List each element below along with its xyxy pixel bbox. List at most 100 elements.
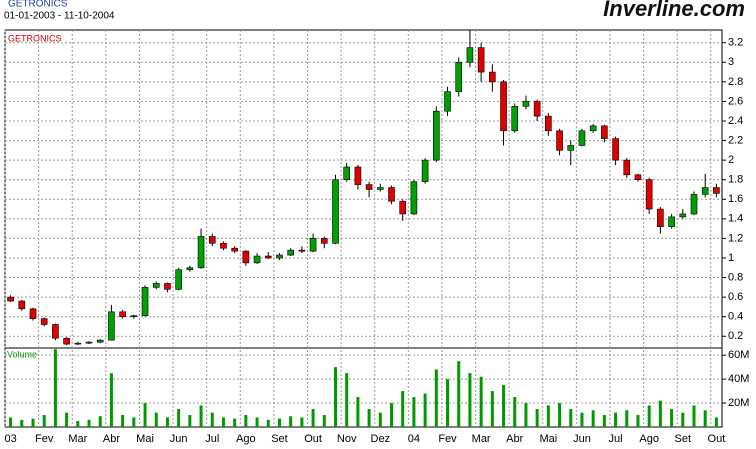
volume-bar: [98, 416, 102, 427]
candle-body: [533, 101, 541, 117]
volume-bar: [9, 417, 13, 427]
volume-bar: [468, 373, 472, 427]
candle-body: [96, 339, 104, 343]
candle-body: [545, 115, 552, 132]
volume-bar: [255, 417, 259, 427]
x-tick-label: Nov: [337, 433, 357, 445]
volume-bar: [356, 397, 360, 427]
volume-bar: [367, 409, 371, 427]
candle-body: [18, 300, 26, 310]
candle-body: [242, 250, 250, 264]
x-tick-label: Fev: [35, 433, 54, 445]
y-tick-label: 1.6: [728, 193, 743, 205]
candle-body: [130, 315, 138, 318]
candle-body: [578, 130, 586, 146]
y-tick-label: 0.6: [728, 291, 743, 303]
candle-body: [589, 125, 597, 132]
candle-body: [175, 269, 182, 290]
y-tick-label: 1.4: [728, 213, 743, 225]
y-tick-label: 40M: [728, 373, 749, 385]
candle-body: [119, 311, 126, 317]
candle-body: [623, 159, 631, 176]
y-tick-label: 0.4: [728, 311, 743, 323]
x-tick-label: Abr: [103, 433, 120, 445]
x-tick-label: Set: [675, 433, 692, 445]
volume-bar: [479, 376, 483, 427]
candle-body: [668, 216, 675, 227]
candle-body: [679, 213, 687, 218]
volume-bar: [490, 391, 494, 427]
volume-bar: [390, 403, 394, 427]
volume-bar: [31, 418, 35, 427]
volume-bar: [300, 417, 304, 427]
volume-bar: [546, 405, 550, 427]
volume-bar: [423, 393, 427, 427]
candle-body: [713, 187, 720, 194]
candle-body: [500, 81, 507, 132]
candle-body: [388, 187, 395, 202]
x-tick-label: Ago: [639, 433, 659, 445]
candle-body: [186, 267, 194, 271]
volume-bar: [412, 397, 416, 427]
x-tick-label: Jun: [573, 433, 591, 445]
candle-body: [52, 324, 59, 339]
volume-bar: [277, 418, 281, 427]
volume-bar: [53, 349, 57, 427]
candle-body: [377, 187, 384, 190]
candle-body: [220, 243, 227, 249]
volume-bar: [602, 415, 606, 427]
x-tick-label: Abr: [506, 433, 523, 445]
volume-bar: [502, 385, 506, 427]
y-tick-label: 2.4: [728, 115, 743, 127]
candle-body: [253, 255, 261, 264]
candle-body: [152, 283, 160, 288]
chart-title: GETRONICS: [8, 0, 68, 10]
candle-body: [197, 236, 205, 269]
candle-body: [287, 249, 294, 256]
volume-label: Volume: [7, 349, 37, 359]
volume-bar: [109, 373, 113, 427]
y-tick-label: 60M: [728, 349, 749, 361]
candle-body: [601, 125, 608, 139]
candle-body: [399, 200, 407, 215]
volume-bar: [233, 418, 237, 427]
volume-bar: [333, 367, 337, 427]
volume-bar: [76, 421, 80, 427]
candle-body: [276, 254, 283, 259]
candle-body: [421, 159, 429, 182]
panel-label: GETRONICS: [8, 33, 62, 43]
volume-bar: [177, 409, 181, 427]
volume-bar: [524, 403, 528, 427]
volume-bar: [87, 419, 91, 427]
candle-body: [466, 47, 474, 63]
candle-body: [612, 138, 619, 161]
candle-body: [455, 61, 463, 92]
candle-body: [657, 208, 664, 227]
y-tick-label: 2.8: [728, 76, 743, 88]
candle-body: [489, 71, 496, 83]
chart-subtitle: 01-01-2003 - 11-10-2004: [4, 11, 115, 22]
candle-body: [511, 106, 519, 132]
volume-bar: [569, 409, 573, 427]
y-tick-label: 0.8: [728, 271, 743, 283]
volume-bar: [580, 412, 584, 427]
volume-bar: [266, 419, 270, 427]
volume-bar: [692, 405, 696, 427]
volume-bar: [132, 417, 136, 427]
candle-body: [343, 166, 350, 181]
x-tick-label: Mar: [68, 433, 87, 445]
volume-bar: [703, 410, 707, 427]
candle-body: [264, 255, 272, 259]
volume-bar: [636, 415, 640, 427]
volume-bar: [714, 417, 718, 427]
volume-bar: [121, 415, 125, 427]
candle-body: [433, 110, 440, 161]
y-tick-label: 1.2: [728, 232, 743, 244]
volume-bar: [154, 412, 158, 427]
candle-body: [477, 47, 485, 73]
volume-bar: [244, 415, 248, 427]
y-tick-label: 0.2: [728, 330, 743, 342]
plot-frame: [4, 29, 723, 428]
candle-body: [567, 145, 575, 151]
candle-body: [634, 174, 642, 181]
